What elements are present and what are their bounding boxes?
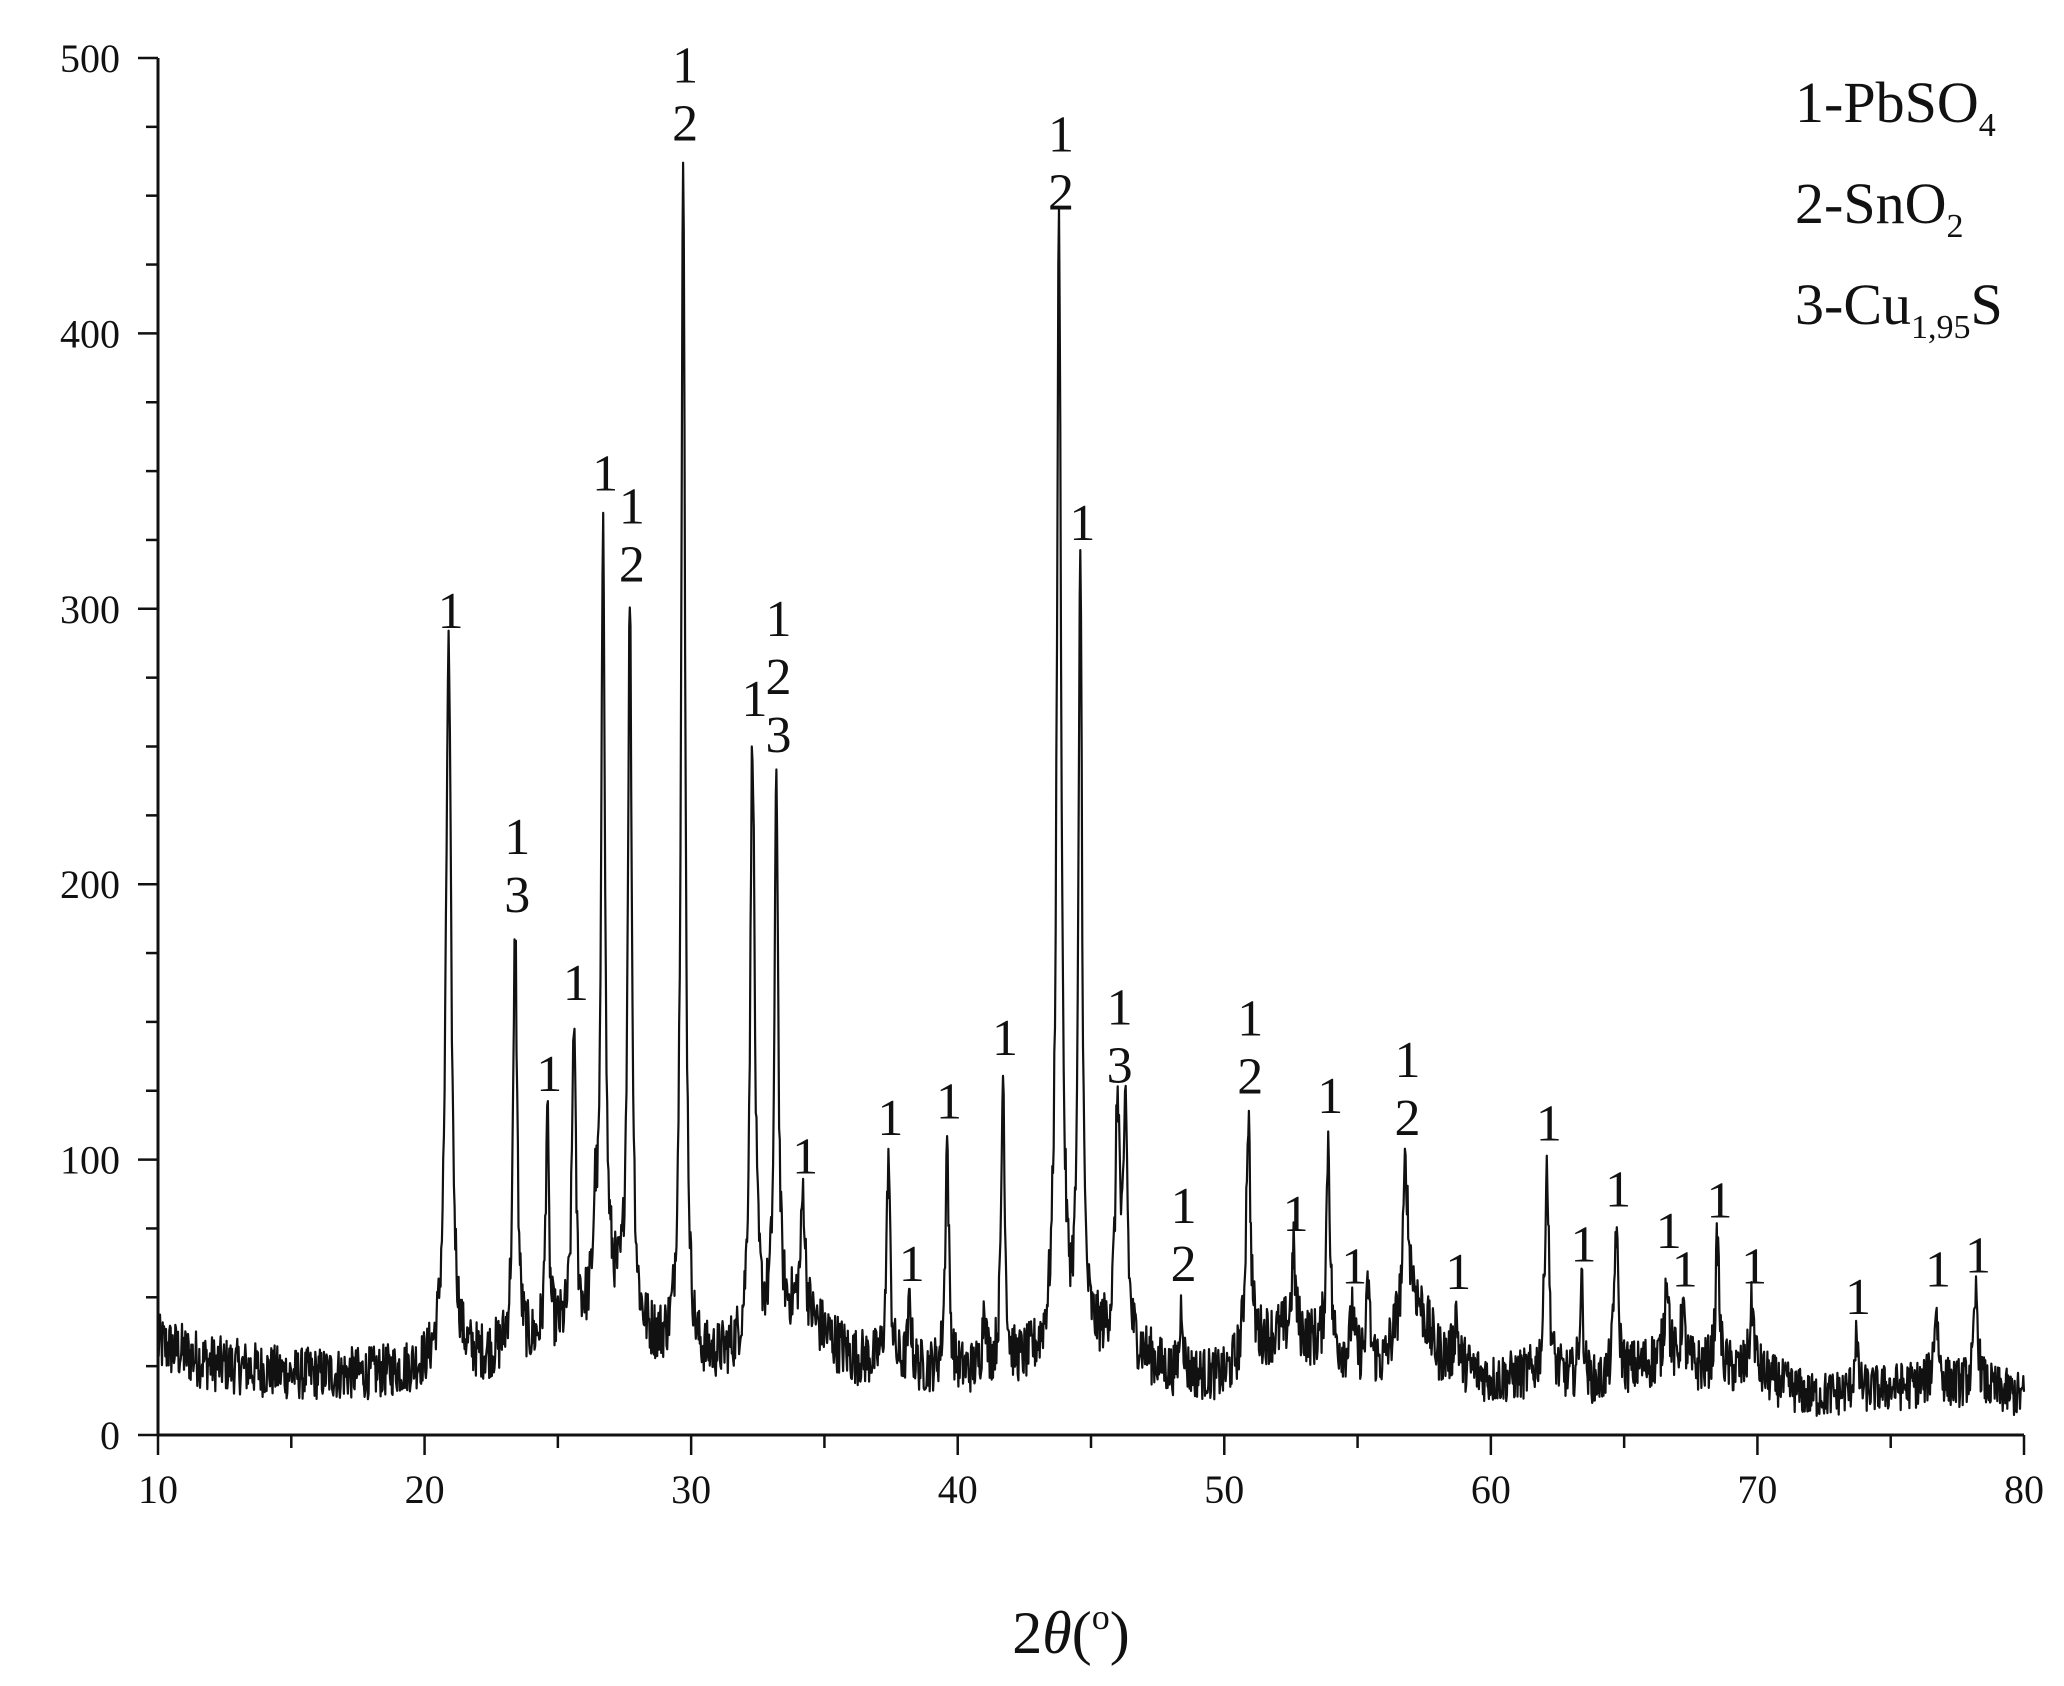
peak-label: 1: [1965, 1228, 1991, 1285]
x-axis-title-close: ): [1110, 1600, 1130, 1666]
peak-label: 1: [504, 809, 530, 866]
x-tick-label: 70: [1737, 1467, 1777, 1512]
legend-entry: 3-Cu1,95S: [1795, 272, 2003, 346]
x-axis-title-degree: o: [1092, 1597, 1110, 1637]
legend: 1-PbSO4 2-SnO2 3-Cu1,95S: [1795, 70, 2003, 346]
peak-label: 1: [1741, 1239, 1767, 1296]
peak-label: 1: [1706, 1172, 1732, 1229]
y-tick-label: 100: [60, 1138, 120, 1183]
peak-label: 1: [438, 583, 464, 640]
x-tick-label: 60: [1471, 1467, 1511, 1512]
peak-label: 1: [1445, 1244, 1471, 1301]
peak-label: 2: [765, 649, 791, 706]
peak-label: 3: [504, 867, 530, 924]
peak-label: 1: [1069, 495, 1095, 552]
peak-label: 1: [672, 38, 698, 95]
peak-label: 1: [1672, 1241, 1698, 1298]
x-axis-ticks: 10 20 30 40 50 60 70 80: [138, 1435, 2044, 1512]
peak-label: 1: [536, 1046, 562, 1103]
peak-label: 1: [1048, 107, 1074, 164]
peak-label: 1: [1845, 1269, 1871, 1326]
peak-label: 1: [792, 1128, 818, 1185]
peak-label: 1: [741, 671, 767, 728]
diffraction-pattern-line: [156, 161, 2026, 1417]
x-axis-title-open: (: [1072, 1600, 1092, 1666]
y-tick-label: 400: [60, 311, 120, 356]
peak-label: 3: [765, 707, 791, 764]
peak-label: 2: [672, 96, 698, 153]
peak-label: 1: [1925, 1241, 1951, 1298]
peak-label: 1: [1107, 980, 1133, 1037]
peak-label: 2: [1171, 1236, 1197, 1293]
peak-label: 3: [1107, 1038, 1133, 1095]
axes: [156, 58, 2024, 1437]
peak-label: 1: [992, 1010, 1018, 1067]
peak-label: 1: [1283, 1186, 1309, 1243]
peak-label: 2: [1395, 1090, 1421, 1147]
y-tick-label: 500: [60, 36, 120, 81]
peak-label: 1: [1605, 1161, 1631, 1218]
peak-labels: 1131111212112311111121131212111121111111…: [438, 38, 1991, 1326]
peak-label: 1: [1237, 991, 1263, 1048]
peak-label: 1: [1171, 1178, 1197, 1235]
legend-entry: 2-SnO2: [1795, 171, 1963, 245]
peak-label: 1: [1570, 1217, 1596, 1274]
peak-label: 1: [936, 1073, 962, 1130]
y-tick-label: 200: [60, 862, 120, 907]
peak-label: 1: [563, 955, 589, 1012]
peak-label: 1: [765, 591, 791, 648]
peak-label: 1: [1656, 1203, 1682, 1260]
peak-label: 1: [1317, 1068, 1343, 1125]
x-tick-label: 40: [938, 1467, 978, 1512]
x-axis-title-theta: θ: [1042, 1600, 1071, 1666]
peak-label: 1: [592, 445, 618, 502]
y-axis-ticks: 0 100 200 300 400 500: [60, 36, 158, 1458]
peak-label: 2: [619, 536, 645, 593]
x-tick-label: 10: [138, 1467, 178, 1512]
peak-label: 2: [1048, 165, 1074, 222]
x-axis-title-main: 2: [1012, 1600, 1042, 1666]
x-tick-label: 30: [671, 1467, 711, 1512]
x-tick-label: 80: [2004, 1467, 2044, 1512]
peak-label: 1: [877, 1090, 903, 1147]
x-axis-title: 2θ(o): [1012, 1597, 1129, 1666]
y-tick-label: 0: [100, 1413, 120, 1458]
peak-label: 1: [1395, 1032, 1421, 1089]
peak-label: 1: [619, 478, 645, 535]
legend-entry: 1-PbSO4: [1795, 70, 1996, 144]
peak-label: 1: [899, 1236, 925, 1293]
peak-label: 2: [1237, 1049, 1263, 1106]
y-tick-label: 300: [60, 587, 120, 632]
peak-label: 1: [1536, 1095, 1562, 1152]
x-tick-label: 50: [1204, 1467, 1244, 1512]
peak-label: 1: [1341, 1239, 1367, 1296]
x-tick-label: 20: [405, 1467, 445, 1512]
